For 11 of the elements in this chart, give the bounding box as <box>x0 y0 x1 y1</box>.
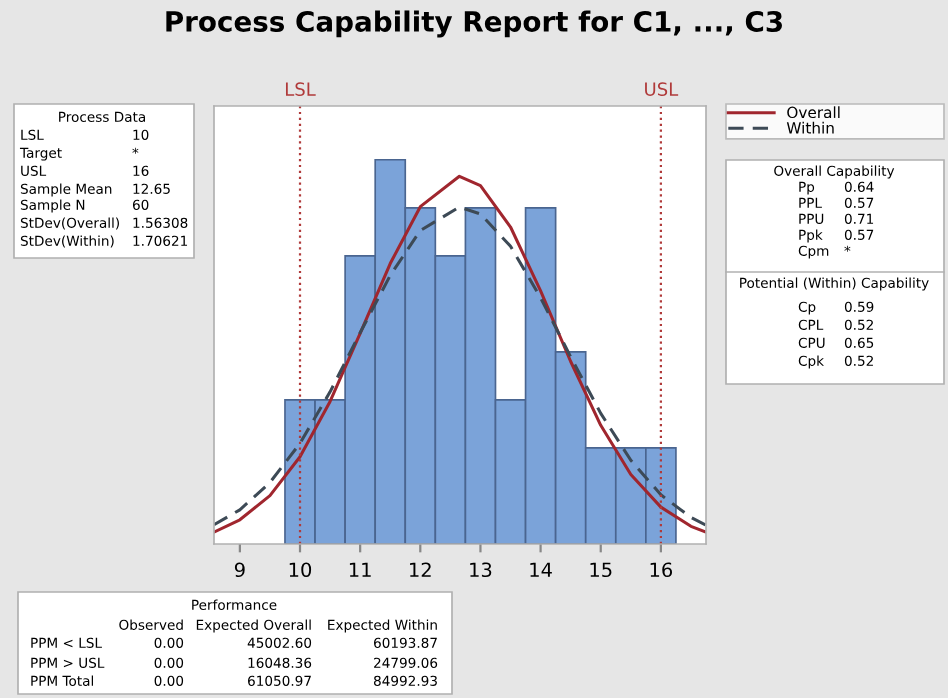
x-tick-label: 10 <box>289 562 312 578</box>
ref-line-label: USL <box>645 82 679 96</box>
chart-title: Process Capability Report for C1, ..., C3 <box>166 10 782 38</box>
x-tick-label: 14 <box>530 562 552 577</box>
x-tick-label: 9 <box>234 562 245 578</box>
x-tick-label: 13 <box>470 562 492 578</box>
x-tick-label: 15 <box>590 562 612 578</box>
x-tick-label: 16 <box>650 562 673 578</box>
ref-line-label: LSL <box>285 82 316 96</box>
x-tick-label: 12 <box>410 562 431 577</box>
x-tick-label: 11 <box>349 562 371 577</box>
